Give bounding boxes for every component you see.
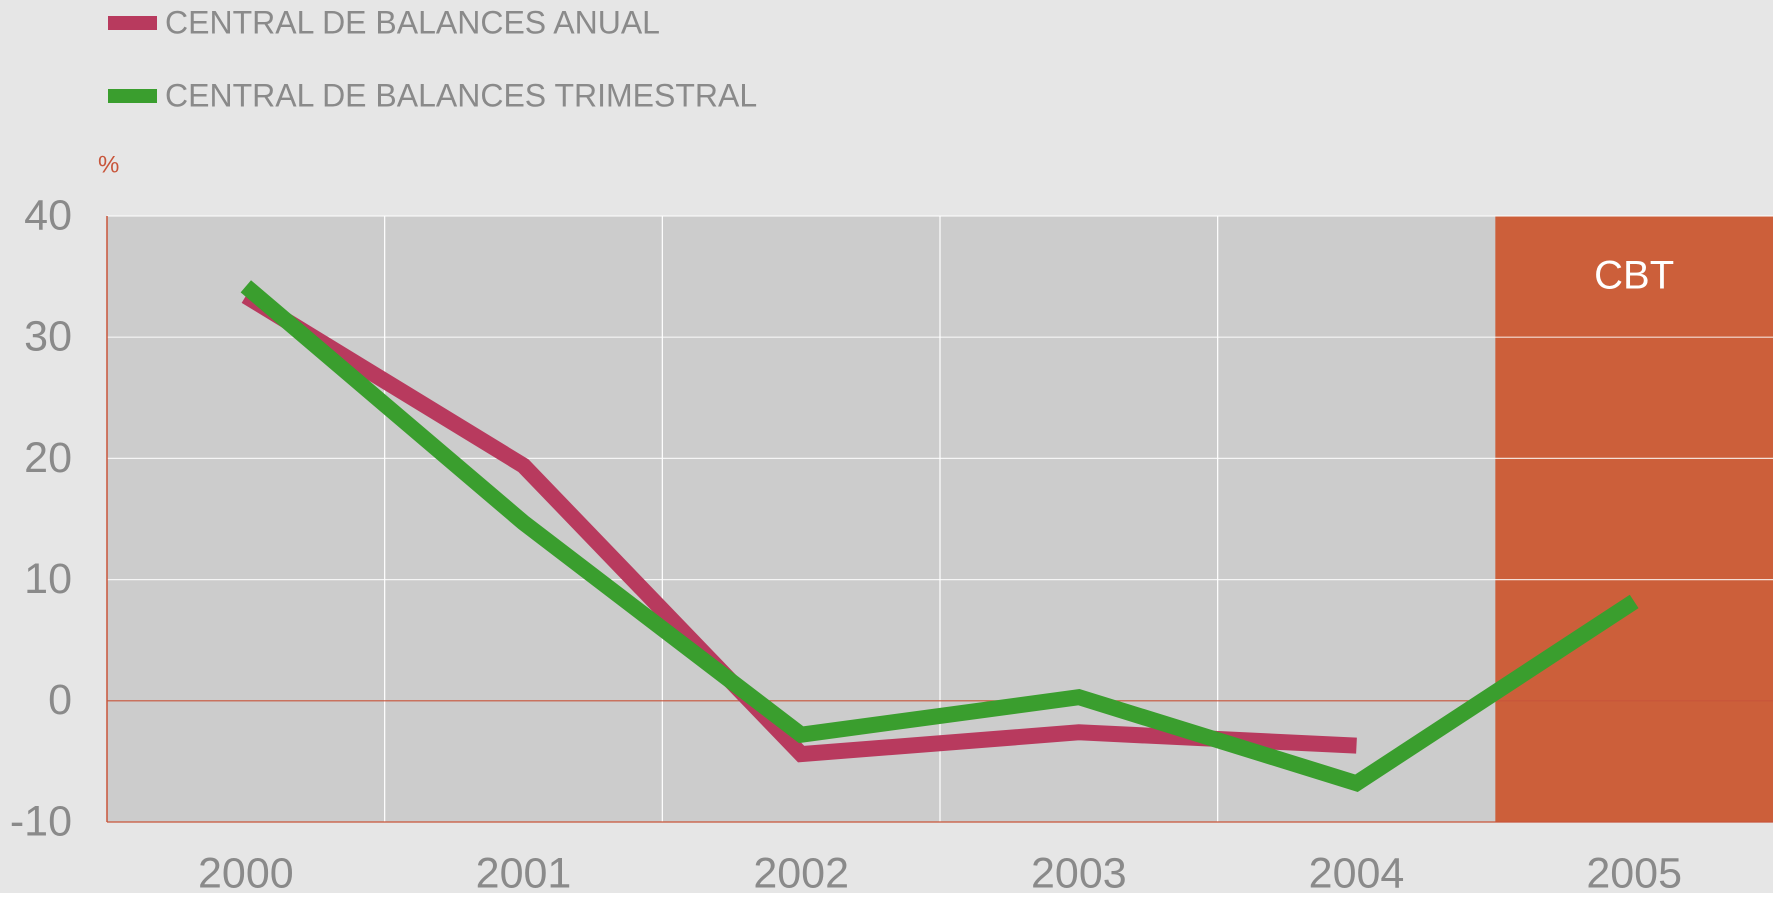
x-tick-label: 2005 (1586, 849, 1682, 893)
highlight-region (1495, 216, 1773, 822)
y-tick-label: 10 (24, 555, 72, 603)
y-axis-label: % (98, 151, 119, 178)
legend-label: CENTRAL DE BALANCES TRIMESTRAL (165, 77, 757, 113)
legend-label: CENTRAL DE BALANCES ANUAL (165, 4, 660, 40)
x-tick-label: 2002 (753, 849, 849, 893)
y-tick-label: 30 (24, 313, 72, 361)
y-tick-label: 0 (48, 676, 72, 724)
y-tick-label: 20 (24, 434, 72, 482)
x-tick-label: 2004 (1309, 849, 1405, 893)
y-tick-label: 40 (24, 191, 72, 239)
y-tick-label: -10 (10, 797, 72, 845)
line-series (241, 289, 1357, 763)
x-tick-label: 2003 (1031, 849, 1127, 893)
x-tick-label: 2000 (198, 849, 294, 893)
line-series (240, 280, 1639, 792)
highlight-label: CBT (1594, 254, 1674, 298)
x-tick-label: 2001 (476, 849, 572, 893)
